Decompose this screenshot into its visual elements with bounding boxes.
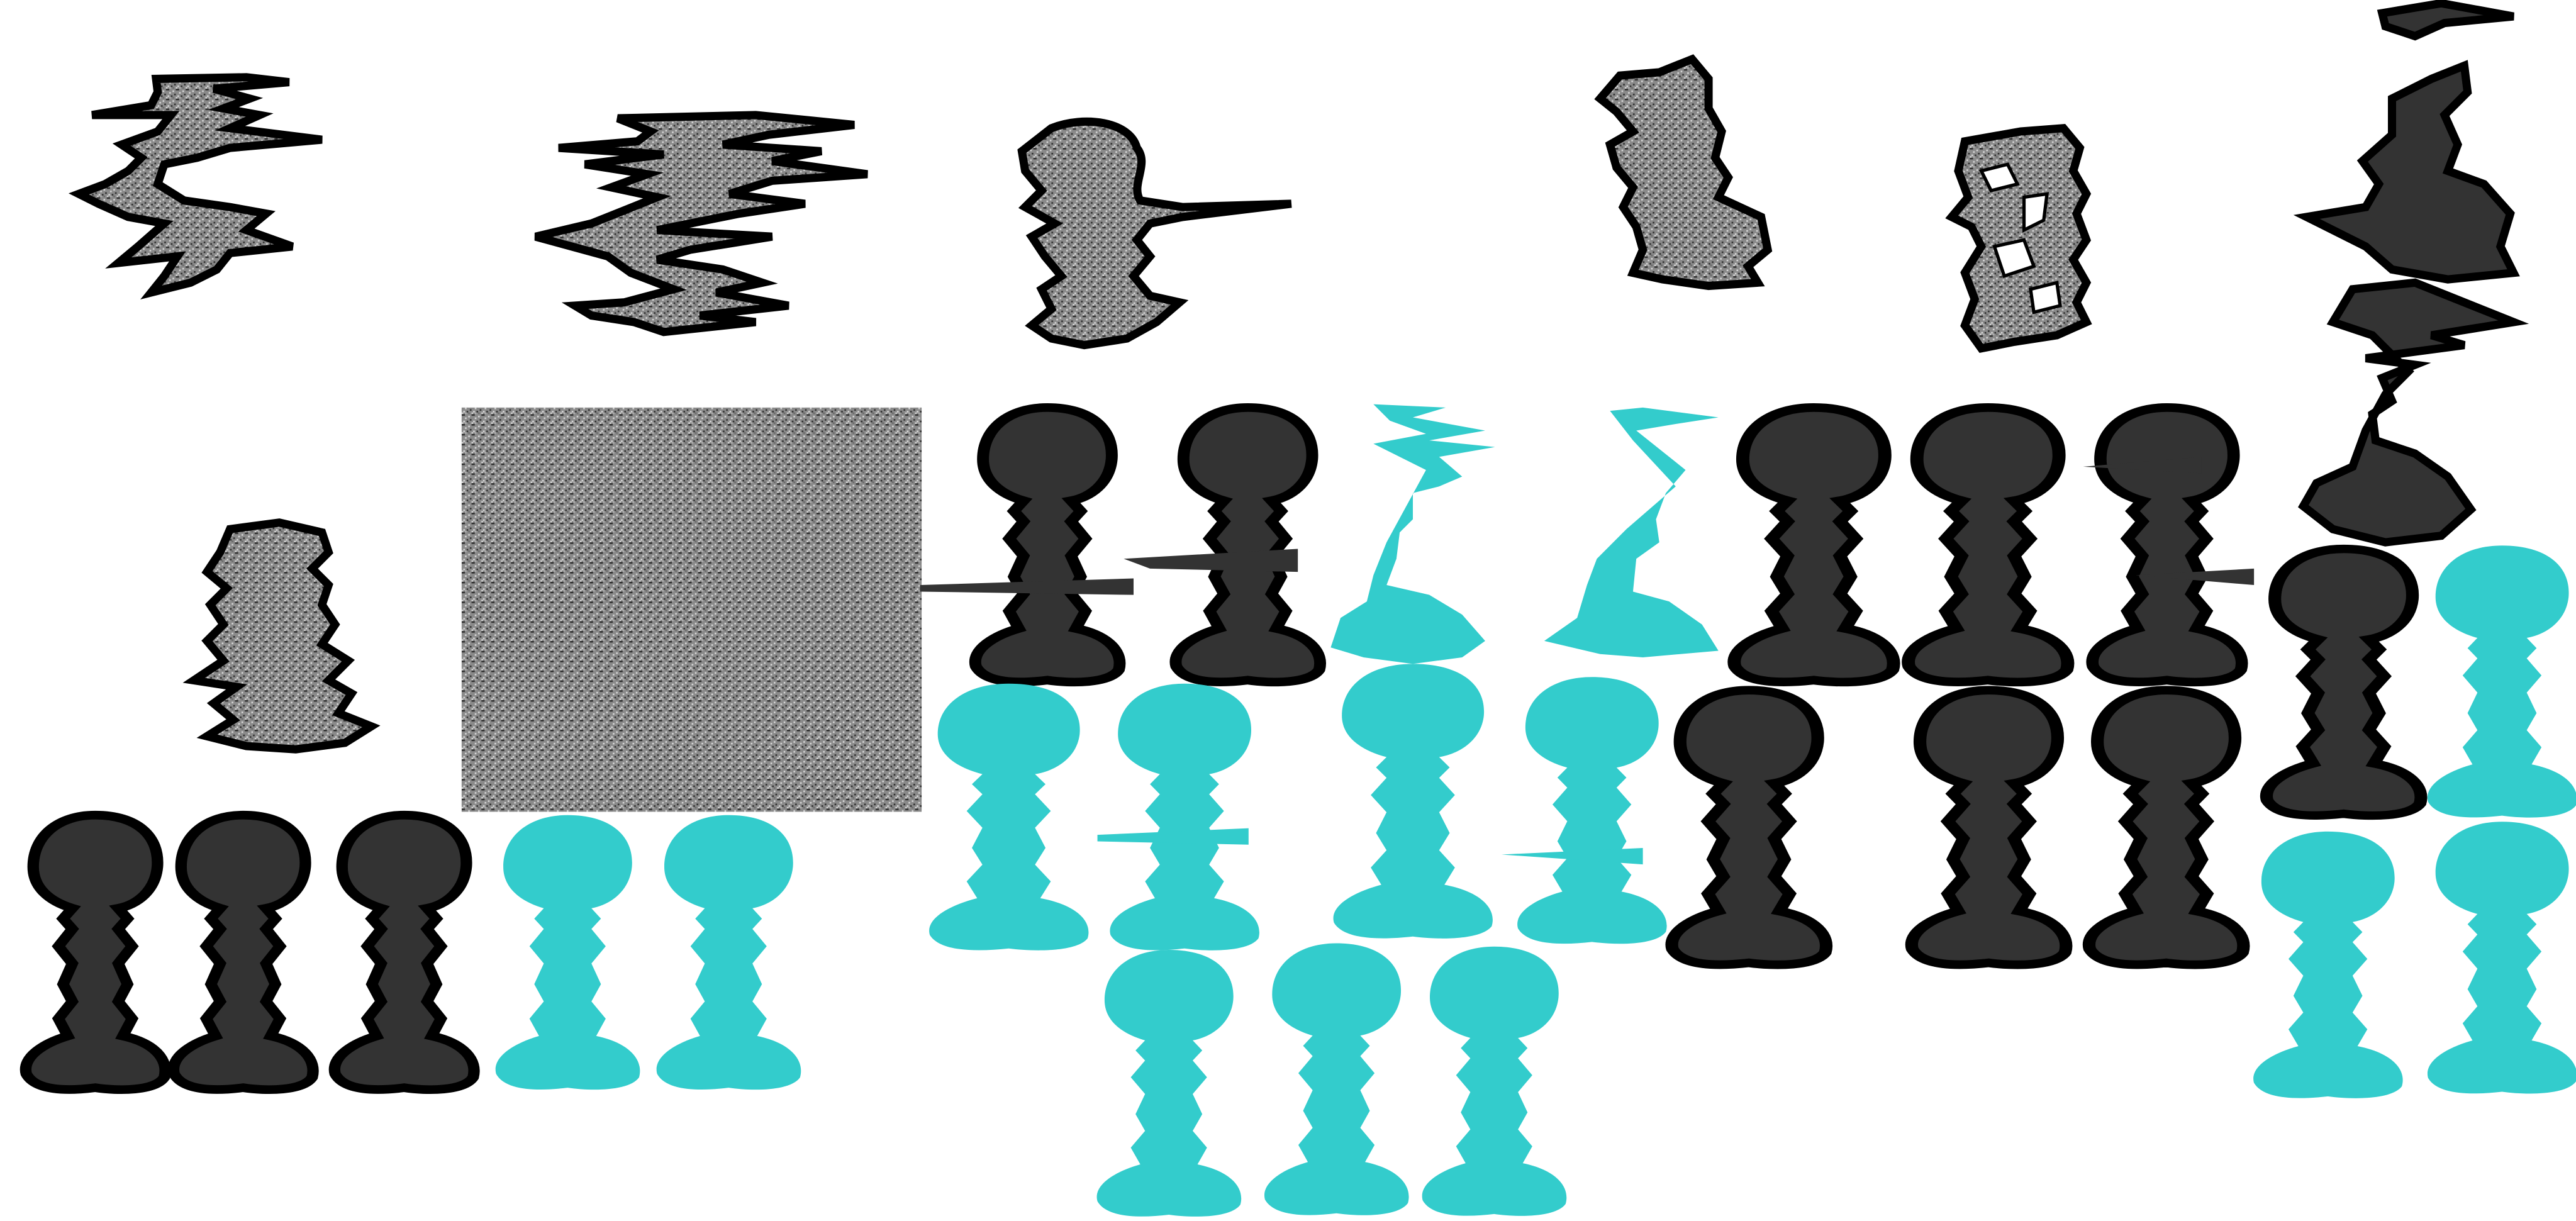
glitch-stripe — [1097, 828, 1249, 845]
teal-figure — [656, 815, 801, 1090]
dark-figure — [2092, 408, 2242, 682]
noisy-row-top — [69, 0, 2520, 354]
dark-figures-middle-right — [1734, 408, 2255, 682]
teal-figures-middle — [929, 664, 1667, 951]
dark-figure — [1912, 690, 2066, 964]
right-column-figures — [2253, 545, 2576, 1098]
dark-glitch-column — [2297, 278, 2529, 547]
teal-figure-glitched — [1517, 677, 1667, 944]
noisy-blob-shape — [1594, 54, 1773, 291]
dark-figures-lower-right — [1672, 690, 2244, 964]
teal-figure-glitched — [1544, 407, 1719, 657]
teal-figures-bottom-center — [1096, 943, 1567, 1217]
teal-figure — [929, 683, 1089, 951]
teal-figures-bottom-left — [495, 815, 801, 1090]
dark-figure — [335, 815, 474, 1090]
dark-glitch-figure — [2297, 278, 2529, 547]
dark-figures-bottom-left — [26, 815, 474, 1090]
dark-figure — [2267, 549, 2421, 816]
dark-figures-glitched — [920, 408, 1320, 682]
teal-figure — [2253, 831, 2403, 1098]
dark-figure-glitched — [1176, 408, 1320, 682]
teal-figure-glitched — [1110, 683, 1259, 951]
noisy-figure-left — [182, 518, 381, 754]
noisy-figure — [182, 518, 381, 754]
dark-glitch-shape-top-right — [2293, 0, 2520, 284]
teal-figure — [1422, 946, 1567, 1216]
teal-figure — [1264, 943, 1409, 1215]
noisy-glitch-shape-2 — [534, 111, 868, 337]
teal-figure — [495, 815, 640, 1090]
dark-figure — [26, 815, 165, 1090]
teal-figure-glitched — [1330, 404, 1495, 664]
glitch-stripe — [1502, 847, 1643, 865]
teal-figure — [2427, 822, 2576, 1094]
teal-figure — [2427, 545, 2576, 818]
dark-figure-glitched — [975, 408, 1120, 682]
dark-figure — [1672, 690, 1826, 964]
glitch-stripe — [2083, 457, 2202, 474]
noisy-cutout-shape — [1945, 123, 2092, 354]
noisy-glitch-shape-1 — [69, 73, 323, 300]
teal-figures-glitched — [1330, 404, 1719, 664]
dark-figure — [2089, 690, 2243, 964]
teal-figure — [1333, 664, 1493, 939]
glitch-stripe — [1124, 549, 1298, 572]
noisy-figure-with-tail — [1017, 117, 1292, 350]
noise-texture-patch — [461, 407, 922, 812]
dark-figure — [174, 815, 313, 1090]
glitch-stripe — [920, 578, 1134, 595]
glitch-stripe — [2136, 568, 2255, 586]
dark-figure — [1734, 408, 1893, 682]
teal-figure — [1096, 949, 1242, 1217]
dark-figure — [1909, 408, 2068, 682]
noisy-cutout-holes — [1978, 162, 2062, 315]
